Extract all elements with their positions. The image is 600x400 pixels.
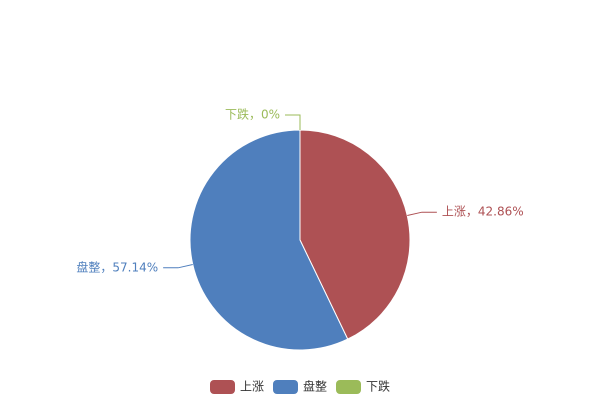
- data-label: 上涨，42.86%: [442, 204, 524, 219]
- pie-slice[interactable]: [299, 129, 411, 340]
- label-line: [163, 263, 193, 269]
- legend-label[interactable]: 下跌: [366, 379, 390, 394]
- legend-label[interactable]: 上涨: [240, 379, 264, 394]
- legend-swatch[interactable]: [273, 380, 298, 394]
- legend-swatch[interactable]: [336, 380, 361, 394]
- label-line: [285, 114, 301, 130]
- data-label: 盘整，57.14%: [76, 259, 158, 274]
- legend-label[interactable]: 盘整: [303, 379, 327, 394]
- legend-swatch[interactable]: [210, 380, 235, 394]
- label-line: [407, 211, 437, 217]
- data-label: 下跌，0%: [225, 107, 280, 122]
